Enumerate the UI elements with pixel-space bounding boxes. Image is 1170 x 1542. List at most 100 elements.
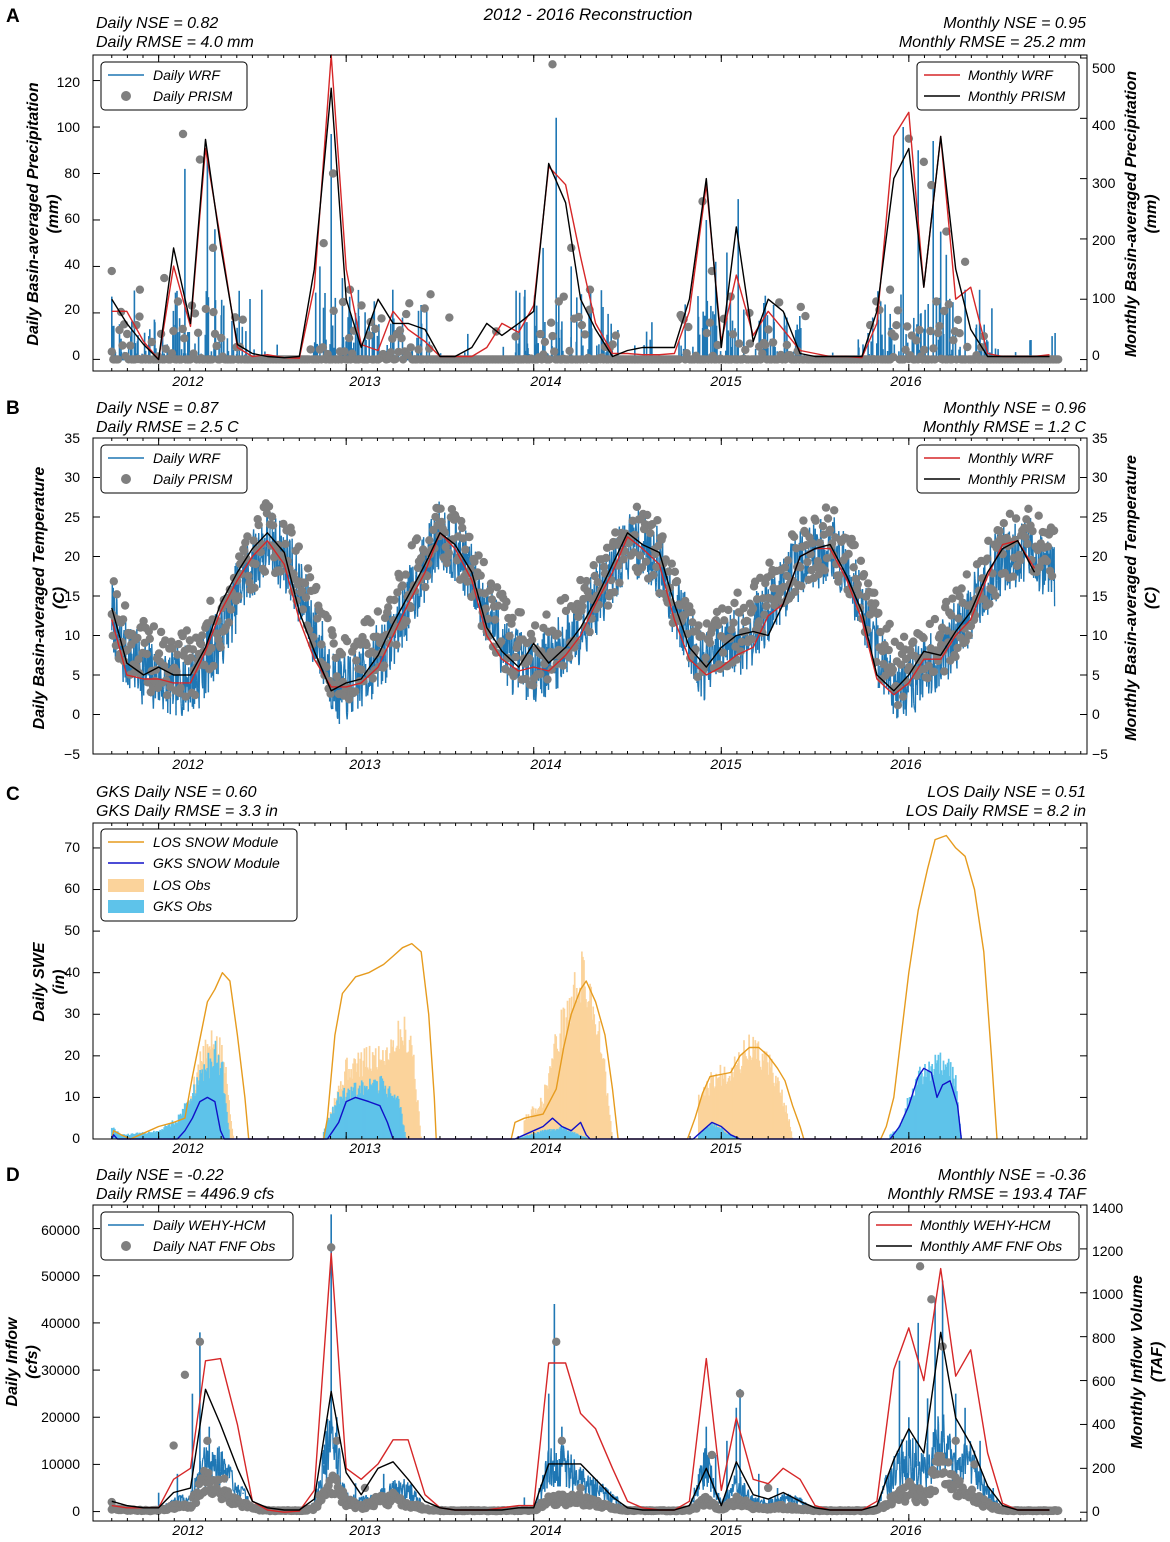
daily-prism-point (578, 602, 587, 611)
daily-prism-point (933, 328, 943, 338)
daily-prism-point (487, 595, 497, 604)
daily-prism-point (169, 326, 178, 336)
daily-prism-point (109, 577, 119, 586)
daily-wrf-segment (850, 576, 853, 587)
daily-prism-point (1016, 556, 1025, 565)
daily-prism-point (281, 539, 290, 549)
daily-prism-point (352, 656, 361, 665)
daily-wrf-segment (493, 611, 496, 637)
daily-wrf-segment (773, 577, 776, 584)
daily-prism-point (147, 337, 156, 347)
daily-prism-point (251, 559, 260, 569)
daily-wrf-segment (994, 533, 997, 536)
xtick-label: 2013 (348, 373, 380, 389)
daily-prism-point (149, 622, 159, 631)
daily-prism-point (1024, 504, 1033, 513)
legend-box (100, 61, 248, 111)
daily-prism-point (742, 616, 751, 626)
daily-prism-point (240, 546, 249, 556)
daily-prism-point (859, 570, 869, 579)
daily-wrf-segment (352, 661, 354, 712)
panel-b: B Daily NSE = 0.87 Daily RMSE = 2.5 C Mo… (6, 398, 1160, 772)
panel-b-series (93, 437, 1087, 755)
daily-prism-point (929, 667, 939, 676)
panel-a: A Daily NSE = 0.82 Daily RMSE = 4.0 mm M… (6, 6, 1160, 389)
monthly-wrf-line (111, 54, 1050, 361)
monthly-prism-line (111, 87, 1050, 361)
daily-wrf-segment (816, 533, 818, 536)
daily-prism-point (818, 522, 828, 531)
daily-wrf-segment (551, 642, 554, 647)
daily-prism-point (687, 607, 696, 617)
daily-prism-point (178, 324, 187, 334)
daily-prism-point (256, 547, 265, 557)
daily-prism-point (479, 557, 488, 567)
daily-wrf-segment (268, 560, 271, 566)
daily-wrf-segment (1023, 551, 1025, 582)
daily-wrf-segment (436, 559, 439, 567)
daily-prism-point (209, 307, 218, 317)
daily-prism-point (190, 309, 200, 318)
daily-wrf-segment (504, 623, 506, 641)
daily-prism-point (406, 343, 415, 352)
daily-prism-point (608, 340, 617, 349)
panel-letter-b: B (6, 398, 20, 419)
daily-prism-point (318, 343, 328, 352)
daily-prism-point (492, 583, 502, 592)
daily-prism-point (940, 306, 949, 316)
daily-prism-point (260, 567, 270, 576)
daily-wrf-segment (1042, 583, 1044, 595)
daily-prism-point (530, 621, 540, 630)
daily-prism-point (226, 605, 236, 614)
daily-wrf-segment (871, 628, 874, 631)
daily-prism-point (649, 570, 658, 580)
daily-prism-point (180, 334, 189, 343)
daily-prism-point (789, 532, 799, 541)
daily-prism-point (999, 519, 1008, 528)
daily-prism-point (377, 314, 386, 323)
daily-prism-point (543, 675, 552, 684)
daily-prism-point (962, 570, 971, 579)
daily-prism-point (745, 339, 755, 348)
daily-prism-point (893, 701, 903, 710)
ytick-label-left: 25 (64, 509, 80, 525)
daily-prism-point (268, 521, 278, 530)
daily-prism-point (560, 593, 570, 603)
daily-prism-point (948, 594, 957, 603)
daily-prism-point (287, 528, 296, 537)
daily-prism-point (133, 633, 142, 643)
daily-prism-point (1023, 539, 1032, 548)
daily-prism-point (603, 601, 613, 610)
xtick-label: 2016 (889, 756, 921, 772)
legend-label: Monthly PRISM (968, 88, 1066, 104)
daily-prism-point (930, 355, 940, 364)
daily-wrf-segment (342, 663, 345, 676)
daily-wrf-segment (953, 603, 956, 650)
stat-los-nse: LOS Daily NSE = 0.51 (927, 784, 1086, 801)
daily-prism-point (107, 347, 117, 356)
daily-wrf-segment (349, 656, 352, 681)
y-axis-label-left-a: Daily Basin-averaged Precipitation (mm) (25, 82, 62, 345)
daily-prism-point (142, 649, 151, 659)
panel-letter-a: A (6, 6, 20, 27)
ytick-label-right: 5 (1092, 667, 1100, 683)
daily-prism-point (932, 297, 941, 306)
daily-wrf-segment (561, 626, 564, 647)
daily-prism-point (250, 583, 259, 592)
daily-prism-point (764, 325, 773, 334)
daily-wrf-segment (973, 571, 976, 579)
daily-prism-point (850, 540, 859, 550)
ytick-label-right: 200 (1092, 232, 1116, 248)
daily-wrf-segment (577, 620, 579, 650)
daily-wrf-segment (703, 699, 706, 701)
daily-prism-point (724, 605, 733, 615)
daily-prism-point (748, 604, 758, 613)
daily-prism-point (234, 592, 243, 601)
stat-los-rmse: LOS Daily RMSE = 8.2 in (906, 803, 1086, 820)
daily-prism-point (601, 553, 611, 563)
daily-prism-point (811, 516, 820, 525)
daily-prism-point (701, 653, 710, 662)
daily-prism-point (357, 301, 366, 310)
daily-wrf-segment (751, 653, 754, 666)
daily-prism-point (322, 662, 331, 672)
